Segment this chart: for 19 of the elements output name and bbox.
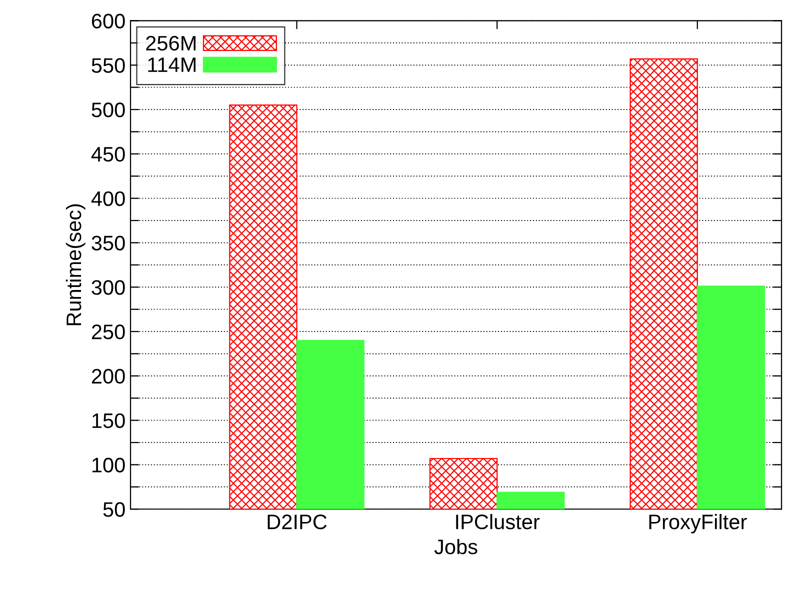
x-tick-label: D2IPC (268, 514, 327, 530)
x-tick-label: IPCluster (456, 514, 540, 530)
y-axis-title: Runtime(sec) (66, 204, 86, 326)
y-tick-label: 100 (92, 458, 125, 472)
y-tick-label: 350 (92, 236, 125, 250)
x-tick-label: ProxyFilter (649, 514, 747, 534)
x-axis-title: Jobs (434, 538, 478, 554)
y-tick-label: 250 (92, 324, 125, 340)
y-tick-label: 50 (103, 502, 125, 517)
y-tick-label: 200 (92, 368, 125, 384)
legend-label: 114M (148, 58, 196, 72)
y-tick-label: 300 (92, 280, 125, 295)
y-tick-label: 450 (91, 146, 125, 162)
y-tick-label: 500 (92, 102, 125, 118)
y-tick-label: 600 (92, 14, 125, 28)
legend-label: 256M (146, 36, 196, 51)
y-tick-label: 550 (92, 58, 125, 73)
y-tick-label: 150 (92, 413, 125, 428)
y-tick-label: 400 (91, 191, 125, 206)
